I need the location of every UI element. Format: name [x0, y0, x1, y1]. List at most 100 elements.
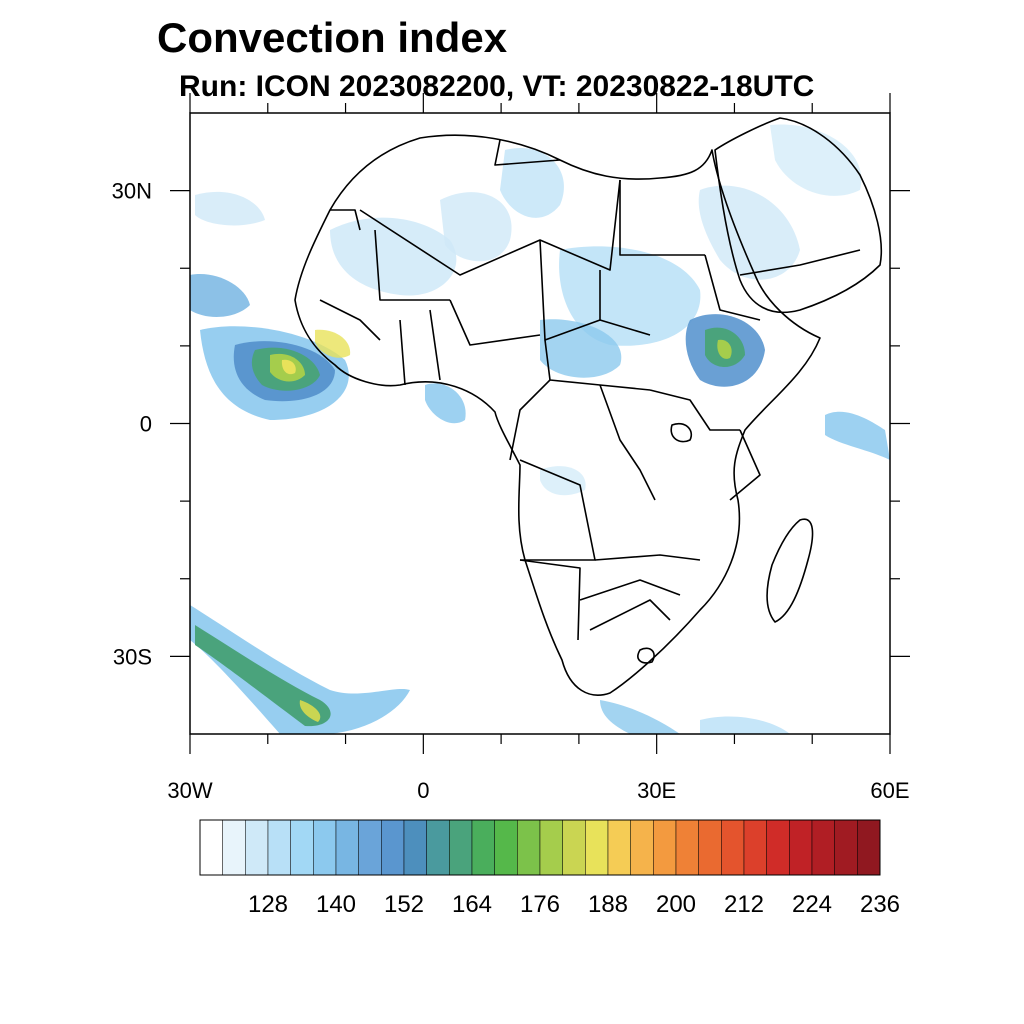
colorbar-swatch: [358, 819, 382, 876]
chart-subtitle: Run: ICON 2023082200, VT: 20230822-18UTC: [179, 70, 815, 103]
border-line: [594, 554, 701, 561]
colorbar-swatch: [743, 819, 767, 876]
lat-tick-label: 0: [140, 412, 152, 437]
convection-area-arabia-north: [770, 124, 862, 196]
border-line: [649, 389, 740, 431]
colorbar-label: 128: [248, 891, 288, 918]
colorbar-swatch: [199, 819, 223, 876]
colorbar-label: 188: [588, 891, 628, 918]
border-line: [729, 429, 761, 501]
border-line: [330, 209, 361, 231]
convection-area-cabo-verde: [190, 274, 250, 317]
colorbar-swatch: [313, 819, 337, 876]
colorbar-swatch: [789, 819, 813, 876]
colorbar-swatch: [811, 819, 835, 876]
border-line: [429, 309, 441, 381]
border-line: [399, 319, 406, 386]
colorbar-swatch: [494, 819, 518, 876]
border-line: [579, 579, 681, 601]
border-line: [374, 229, 450, 301]
colorbar-swatch: [471, 819, 495, 876]
convection-area-ethiopia-peak: [717, 339, 732, 359]
lesotho-outline: [637, 647, 655, 664]
colorbar-label: 224: [792, 891, 832, 918]
colorbar-label: 200: [656, 891, 696, 918]
colorbar-swatch: [245, 819, 269, 876]
convection-area-south-atlantic-tail: [600, 700, 680, 734]
border-line: [619, 180, 705, 256]
lon-tick-label: 0: [417, 778, 429, 803]
colorbar-swatch: [403, 819, 427, 876]
border-line: [449, 299, 541, 346]
border-line: [544, 339, 651, 391]
colorbar-swatch: [381, 819, 405, 876]
colorbar-swatch: [857, 819, 881, 876]
colorbar-swatch: [562, 819, 586, 876]
axis-tick-labels: 30N 0 30S 30W 0 30E 60E: [112, 179, 910, 803]
convection-area-arabia: [698, 185, 800, 280]
colorbar-labels: 128 140 152 164 176 188 200 212 224 236: [248, 891, 900, 918]
colorbar-swatch: [335, 819, 359, 876]
colorbar-swatch: [222, 819, 246, 876]
colorbar-swatch: [766, 819, 790, 876]
colorbar-label: 140: [316, 891, 356, 918]
border-line: [494, 139, 561, 166]
convection-area-sahel-west: [330, 217, 457, 296]
colorbar-swatch: [834, 819, 858, 876]
border-line: [739, 249, 861, 276]
colorbar: [199, 819, 881, 876]
colorbar-swatch: [539, 819, 563, 876]
colorbar-frame: [199, 819, 881, 876]
border-line: [509, 379, 551, 461]
lon-tick-label: 60E: [870, 778, 909, 803]
border-line: [589, 599, 671, 631]
border-line: [319, 299, 381, 341]
convection-area-south-atlantic-band: [190, 605, 410, 734]
colorbar-swatch: [290, 819, 314, 876]
colorbar-swatch: [698, 819, 722, 876]
convection-area-gulf-guinea: [425, 383, 466, 424]
africa-coastline: [294, 134, 821, 696]
border-line: [539, 239, 651, 341]
arabia-coastline: [714, 117, 883, 314]
colorbar-swatch: [630, 819, 654, 876]
lake-victoria: [670, 422, 692, 443]
country-borders: [294, 117, 883, 696]
lon-tick-label: 30W: [167, 778, 212, 803]
border-line: [599, 384, 656, 501]
convection-area-south-atlantic-core: [195, 625, 331, 727]
convection-area-south-atlantic-peak: [299, 700, 321, 722]
convection-area-northwest: [195, 191, 265, 226]
colorbar-swatch: [675, 819, 699, 876]
lon-tick-label: 30E: [637, 778, 676, 803]
chart-title: Convection index: [157, 14, 508, 61]
convection-area-indian-ocean: [825, 411, 890, 460]
colorbar-swatch: [653, 819, 677, 876]
colorbar-swatch: [426, 819, 450, 876]
lat-tick-label: 30S: [113, 644, 152, 669]
madagascar-coastline: [766, 518, 814, 623]
colorbar-label: 236: [860, 891, 900, 918]
colorbar-swatch: [449, 819, 473, 876]
convection-field: [190, 124, 890, 734]
colorbar-swatch: [607, 819, 631, 876]
axis-ticks: [170, 93, 910, 754]
convection-area-sahara: [440, 192, 512, 262]
colorbar-swatch: [517, 819, 541, 876]
colorbar-label: 152: [384, 891, 424, 918]
colorbar-swatch: [585, 819, 609, 876]
convection-area-west-atlantic-peak: [281, 359, 296, 375]
convection-area-south-indian: [700, 716, 790, 734]
colorbar-label: 212: [724, 891, 764, 918]
convection-area-sudan: [559, 246, 701, 346]
border-line: [519, 459, 596, 561]
colorbar-label: 176: [520, 891, 560, 918]
colorbar-swatch: [267, 819, 291, 876]
lat-tick-label: 30N: [112, 179, 152, 204]
border-line: [704, 254, 761, 321]
convection-area-libya: [500, 148, 564, 218]
border-line: [519, 559, 581, 641]
convection-area-guinea-coast: [315, 329, 351, 358]
colorbar-label: 164: [452, 891, 492, 918]
